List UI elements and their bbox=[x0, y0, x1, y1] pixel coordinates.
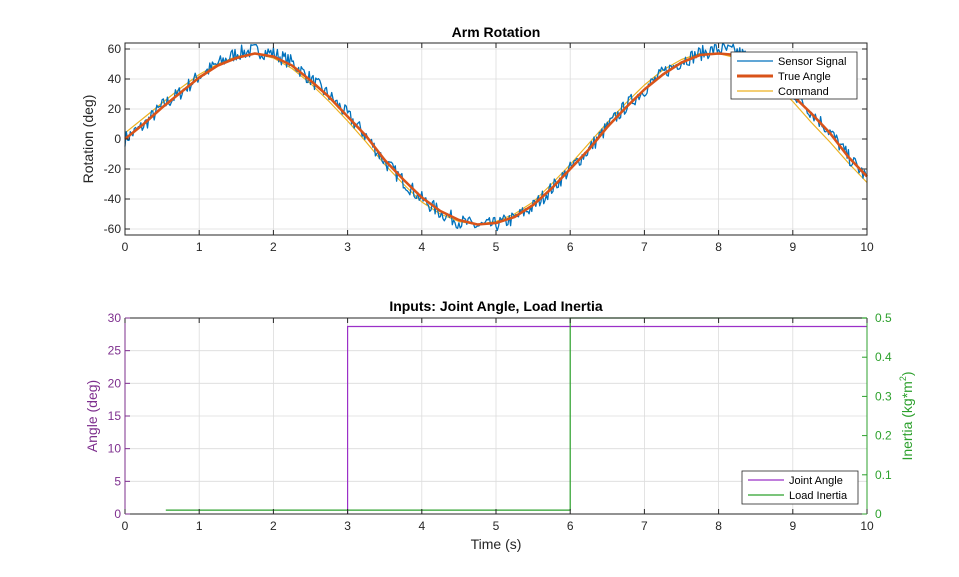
x-axis-label: Time (s) bbox=[471, 536, 522, 552]
y-tick-label: 60 bbox=[108, 42, 122, 56]
x-tick-label: 5 bbox=[493, 240, 500, 254]
y-tick-label-right: 0.3 bbox=[875, 389, 892, 403]
x-tick-label: 0 bbox=[122, 519, 129, 533]
y-axis-label: Rotation (deg) bbox=[80, 95, 96, 184]
x-tick-label: 1 bbox=[196, 519, 203, 533]
x-tick-label: 10 bbox=[860, 240, 874, 254]
x-tick-label: 8 bbox=[715, 519, 722, 533]
y-tick-label: 5 bbox=[114, 474, 121, 488]
y-tick-label-right: 0.4 bbox=[875, 350, 892, 364]
x-tick-label: 6 bbox=[567, 519, 574, 533]
y-axis-label-right: Inertia (kg*m2) bbox=[898, 371, 915, 460]
legend-entry-load-inertia: Load Inertia bbox=[789, 490, 848, 502]
grid bbox=[125, 43, 867, 235]
y-tick-label: -20 bbox=[104, 162, 122, 176]
x-tick-label: 0 bbox=[122, 240, 129, 254]
chart-title: Arm Rotation bbox=[452, 24, 541, 40]
y-tick-label: 25 bbox=[108, 344, 122, 358]
y-tick-label-right: 0.1 bbox=[875, 468, 892, 482]
x-tick-label: 2 bbox=[270, 240, 277, 254]
legend-entry-true-angle: True Angle bbox=[778, 71, 831, 83]
series-line-joint-angle bbox=[347, 325, 867, 514]
y-tick-label: -60 bbox=[104, 222, 122, 236]
legend: Joint Angle Load Inertia bbox=[741, 470, 859, 505]
legend: Sensor Signal True Angle Command bbox=[730, 51, 858, 100]
arm-rotation-chart: 0 1 2 3 4 5 6 7 8 9 10 -60 -40 -20 0 20 40 60 Arm Rotatio… bbox=[80, 24, 874, 254]
y-tick-label: 0 bbox=[114, 507, 121, 521]
y-tick-label: 30 bbox=[108, 311, 122, 325]
y-tick-label-right: 0.2 bbox=[875, 429, 892, 443]
y-tick-label: -40 bbox=[104, 192, 122, 206]
x-tick-label: 8 bbox=[715, 240, 722, 254]
tick-group: 0 1 2 3 4 5 6 7 8 9 10 -60 -40 -20 0 20 40 60 bbox=[104, 42, 874, 254]
y-axis-label-left: Angle (deg) bbox=[84, 380, 100, 452]
x-tick-label: 7 bbox=[641, 519, 648, 533]
x-tick-label: 2 bbox=[270, 519, 277, 533]
x-tick-label: 7 bbox=[641, 240, 648, 254]
y-tick-label: 0 bbox=[114, 132, 121, 146]
chart-title: Inputs: Joint Angle, Load Inertia bbox=[389, 298, 603, 314]
legend-entry-sensor-signal: Sensor Signal bbox=[778, 56, 847, 68]
y-tick-label: 40 bbox=[108, 72, 122, 86]
legend-entry-joint-angle: Joint Angle bbox=[789, 475, 843, 487]
x-tick-label: 1 bbox=[196, 240, 203, 254]
x-tick-label: 6 bbox=[567, 240, 574, 254]
y-tick-label-right: 0 bbox=[875, 507, 882, 521]
x-tick-label: 10 bbox=[860, 519, 874, 533]
y-tick-label-right: 0.5 bbox=[875, 311, 892, 325]
x-tick-label: 9 bbox=[789, 240, 796, 254]
x-tick-label: 3 bbox=[344, 240, 351, 254]
y-tick-label: 10 bbox=[108, 442, 122, 456]
x-tick-label: 3 bbox=[344, 519, 351, 533]
y-tick-label: 20 bbox=[108, 376, 122, 390]
legend-entry-command: Command bbox=[778, 86, 829, 98]
x-tick-label: 5 bbox=[493, 519, 500, 533]
inputs-chart: 0 1 2 3 4 5 6 7 8 9 1005101520253000.10.20.30.40.5… bbox=[84, 298, 915, 552]
x-tick-label: 9 bbox=[789, 519, 796, 533]
x-tick-label: 4 bbox=[418, 519, 425, 533]
x-tick-label: 4 bbox=[418, 240, 425, 254]
y-tick-label: 20 bbox=[108, 102, 122, 116]
y-tick-label: 15 bbox=[108, 409, 122, 423]
